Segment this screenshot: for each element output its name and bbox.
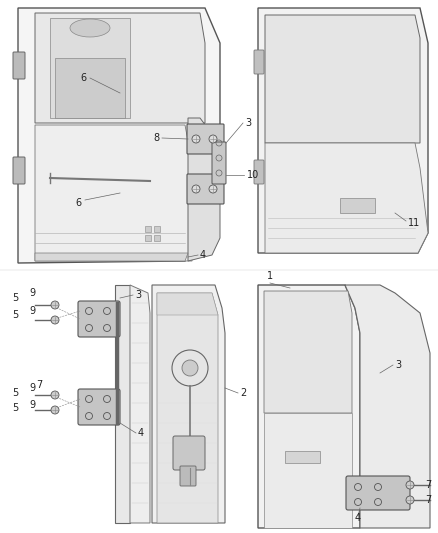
Text: 6: 6 (80, 73, 86, 83)
Circle shape (406, 481, 414, 489)
FancyBboxPatch shape (173, 436, 205, 470)
Circle shape (51, 316, 59, 324)
Polygon shape (258, 8, 428, 253)
Text: 4: 4 (200, 250, 206, 260)
Polygon shape (130, 285, 150, 523)
Text: 7: 7 (36, 380, 42, 390)
FancyBboxPatch shape (254, 160, 264, 184)
Polygon shape (264, 413, 352, 528)
Text: 11: 11 (408, 218, 420, 228)
FancyBboxPatch shape (187, 174, 224, 204)
Circle shape (51, 391, 59, 399)
Polygon shape (18, 8, 220, 263)
Circle shape (192, 185, 200, 193)
Bar (154, 235, 160, 241)
FancyBboxPatch shape (78, 389, 120, 425)
Bar (154, 226, 160, 232)
Text: 1: 1 (267, 271, 273, 281)
Text: 7: 7 (425, 480, 431, 490)
FancyBboxPatch shape (254, 50, 264, 74)
Circle shape (51, 301, 59, 309)
Polygon shape (35, 253, 188, 261)
Text: 8: 8 (154, 133, 160, 143)
Ellipse shape (70, 19, 110, 37)
Polygon shape (265, 15, 420, 143)
Polygon shape (55, 58, 125, 118)
Polygon shape (157, 293, 218, 315)
Circle shape (209, 135, 217, 143)
Text: 9: 9 (29, 288, 35, 298)
FancyBboxPatch shape (180, 466, 196, 486)
Polygon shape (35, 125, 192, 261)
Text: 4: 4 (138, 428, 144, 438)
Text: 3: 3 (135, 290, 141, 300)
Polygon shape (50, 18, 130, 118)
Text: 9: 9 (29, 306, 35, 316)
Polygon shape (188, 118, 220, 261)
FancyBboxPatch shape (78, 301, 120, 337)
Circle shape (51, 406, 59, 414)
Text: 5: 5 (12, 293, 18, 303)
Circle shape (192, 135, 200, 143)
FancyBboxPatch shape (212, 142, 226, 184)
Circle shape (406, 496, 414, 504)
Text: 10: 10 (247, 170, 259, 180)
Polygon shape (35, 13, 205, 123)
Circle shape (209, 185, 217, 193)
Text: 4: 4 (355, 513, 361, 523)
Circle shape (182, 360, 198, 376)
Text: 5: 5 (12, 388, 18, 398)
FancyBboxPatch shape (346, 476, 410, 510)
Bar (145, 226, 151, 232)
Text: 3: 3 (245, 118, 251, 128)
Polygon shape (345, 285, 430, 528)
Polygon shape (115, 285, 130, 523)
Text: 9: 9 (29, 383, 35, 393)
Polygon shape (258, 285, 360, 528)
Polygon shape (264, 291, 352, 413)
Polygon shape (157, 293, 218, 523)
Text: 7: 7 (425, 495, 431, 505)
Text: 5: 5 (12, 403, 18, 413)
Polygon shape (285, 451, 320, 463)
Polygon shape (340, 198, 375, 213)
Polygon shape (152, 285, 225, 523)
Text: 5: 5 (12, 310, 18, 320)
Text: 9: 9 (29, 400, 35, 410)
FancyBboxPatch shape (13, 52, 25, 79)
Text: 2: 2 (240, 388, 246, 398)
Text: 6: 6 (75, 198, 81, 208)
Polygon shape (265, 143, 428, 253)
FancyBboxPatch shape (13, 157, 25, 184)
FancyBboxPatch shape (187, 124, 224, 154)
Text: 3: 3 (395, 360, 401, 370)
Bar (145, 235, 151, 241)
